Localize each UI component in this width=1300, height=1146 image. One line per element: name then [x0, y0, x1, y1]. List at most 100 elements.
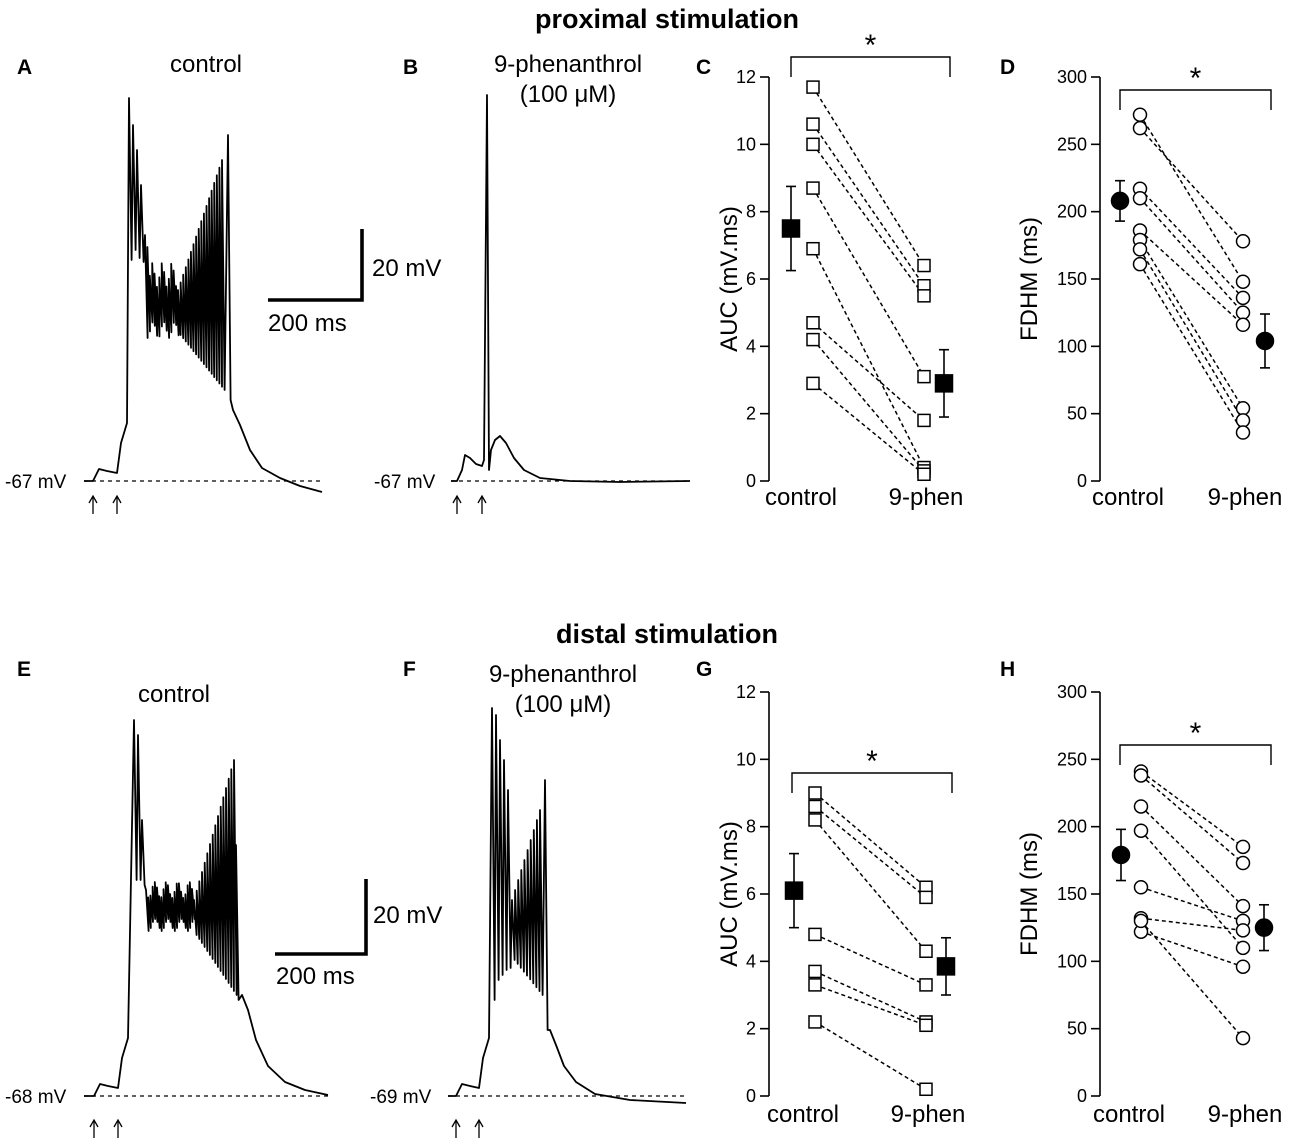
paired-line — [1140, 920, 1244, 1039]
panel-b: B 9-phenanthrol (100 μM) -67 mV — [374, 51, 691, 514]
significance-star: * — [866, 745, 878, 778]
y-tick-label: 4 — [746, 951, 756, 971]
data-point-control — [1132, 107, 1148, 122]
panel-e-condition: control — [138, 681, 210, 708]
x-category-label: 9-phen — [891, 1101, 966, 1128]
y-tick-label: 0 — [746, 471, 756, 491]
y-tick-label: 150 — [1057, 884, 1087, 904]
paired-line — [1139, 127, 1244, 242]
data-point-9-phen — [1235, 940, 1251, 956]
y-tick-label: 200 — [1057, 817, 1087, 837]
data-point-9-phen — [1235, 959, 1251, 974]
y-tick-label: 50 — [1067, 404, 1087, 424]
data-point-control — [806, 316, 820, 330]
paired-line — [1139, 263, 1244, 433]
y-tick-label: 300 — [1057, 67, 1087, 87]
y-tick-label: 100 — [1057, 336, 1087, 356]
panel-e-stim-arrow — [113, 1118, 123, 1138]
panel-letter-f: F — [403, 658, 416, 681]
x-category-label: 9-phen — [1208, 1101, 1283, 1128]
significance-star: * — [865, 29, 877, 62]
significance-bracket — [1119, 89, 1272, 110]
scale-bar-top: 20 mV 200 ms — [268, 229, 441, 337]
data-point-control — [1132, 120, 1148, 136]
paired-line — [812, 143, 925, 297]
data-point-9-phen — [919, 890, 933, 905]
y-tick-label: 2 — [746, 1019, 756, 1039]
data-point-control — [808, 799, 822, 814]
data-point-control — [1133, 823, 1149, 838]
x-category-label: 9-phen — [889, 484, 964, 511]
panel-b-condition-line1: 9-phenanthrol — [494, 51, 642, 78]
y-tick-label: 12 — [736, 682, 756, 702]
panel-letter-a: A — [17, 56, 32, 79]
paired-line — [814, 819, 927, 952]
y-tick-label: 10 — [736, 134, 756, 154]
panel-f-stim-arrow — [474, 1118, 484, 1138]
data-point-9-phen — [1235, 317, 1251, 333]
panel-e-voltage-trace — [84, 719, 329, 1097]
data-point-9-phen — [1235, 1030, 1251, 1046]
y-tick-label: 50 — [1067, 1019, 1087, 1039]
paired-line — [814, 805, 927, 898]
y-tick-label: 0 — [1077, 471, 1087, 491]
y-axis-label: AUC (mV.ms) — [716, 206, 743, 352]
scale-bar-top-voltage: 20 mV — [372, 255, 441, 282]
data-point-control — [808, 927, 822, 942]
y-axis-label: AUC (mV.ms) — [716, 821, 743, 967]
data-point-9-phen — [919, 1018, 933, 1033]
mean-marker-9-phen — [936, 957, 956, 976]
paired-line — [814, 792, 927, 888]
x-category-label: 9-phen — [1208, 484, 1283, 511]
y-tick-label: 2 — [746, 404, 756, 424]
data-point-control — [1133, 799, 1149, 814]
panel-f-stim-arrow — [451, 1118, 461, 1138]
data-point-9-phen — [917, 289, 931, 303]
y-tick-label: 6 — [746, 884, 756, 904]
data-point-9-phen — [917, 413, 931, 428]
mean-marker-control — [781, 219, 801, 238]
y-tick-label: 150 — [1057, 269, 1087, 289]
distal-section-title: distal stimulation — [556, 619, 778, 649]
data-point-control — [806, 80, 820, 94]
data-point-control — [808, 1015, 822, 1029]
paired-line — [812, 123, 925, 287]
data-point-control — [1132, 242, 1148, 257]
y-tick-label: 200 — [1057, 202, 1087, 222]
paired-line — [814, 933, 927, 986]
scale-bar-bottom-time: 200 ms — [276, 963, 355, 990]
mean-marker-9-phen — [934, 374, 954, 393]
paired-line — [1140, 774, 1244, 864]
data-point-control — [806, 241, 820, 256]
x-category-label: control — [1092, 484, 1164, 511]
y-tick-label: 8 — [746, 202, 756, 222]
mean-marker-control — [784, 881, 804, 900]
data-point-9-phen — [1235, 290, 1251, 306]
y-axis-label: FDHM (ms) — [1016, 832, 1043, 956]
panel-e: E control -68 mV — [5, 658, 329, 1138]
panel-a: A control -67 mV — [5, 51, 323, 514]
paired-line — [1139, 188, 1244, 299]
data-point-9-phen — [1235, 898, 1251, 914]
panel-f-condition-line2: (100 μM) — [515, 691, 612, 718]
data-point-9-phen — [1235, 305, 1251, 320]
panel-letter-e: E — [17, 658, 31, 681]
data-point-control — [1133, 768, 1149, 783]
panel-b-stim-arrow — [477, 494, 487, 514]
data-point-control — [806, 181, 820, 195]
data-point-control — [806, 332, 820, 347]
data-point-control — [808, 786, 822, 800]
paired-line — [1139, 114, 1244, 283]
data-point-9-phen — [919, 978, 933, 992]
y-tick-label: 4 — [746, 336, 756, 356]
y-tick-label: 10 — [736, 749, 756, 769]
data-point-9-phen — [917, 369, 931, 384]
panel-letter-g: G — [696, 658, 712, 681]
x-category-label: control — [765, 484, 837, 511]
data-point-9-phen — [1235, 923, 1251, 938]
scale-bar-bottom-lines — [275, 879, 368, 956]
significance-bracket — [791, 772, 953, 793]
y-tick-label: 6 — [746, 269, 756, 289]
y-tick-label: 12 — [736, 67, 756, 87]
